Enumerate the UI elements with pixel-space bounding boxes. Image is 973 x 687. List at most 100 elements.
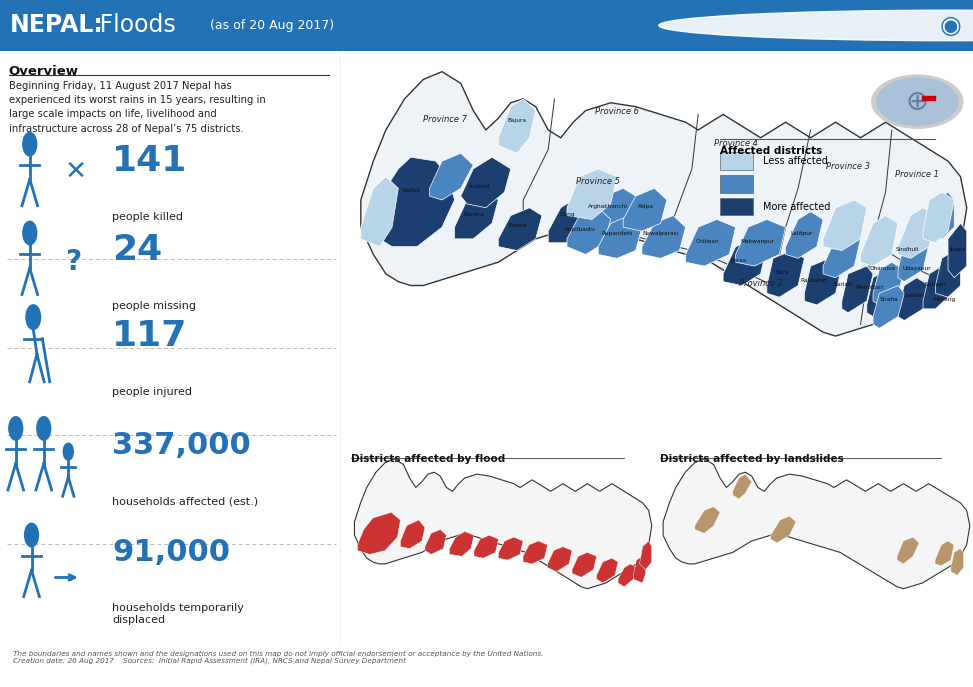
Text: Floods: Floods	[92, 14, 176, 37]
Polygon shape	[723, 239, 767, 286]
Polygon shape	[374, 157, 454, 247]
Polygon shape	[686, 219, 736, 266]
Text: Sunsari: Sunsari	[924, 282, 947, 286]
Polygon shape	[401, 520, 425, 549]
Polygon shape	[929, 192, 955, 239]
Polygon shape	[897, 537, 919, 564]
Text: Makwanpur: Makwanpur	[740, 239, 775, 244]
Text: Bara: Bara	[775, 270, 789, 275]
Polygon shape	[898, 235, 929, 282]
Circle shape	[37, 417, 51, 440]
Text: Province 1: Province 1	[895, 170, 939, 179]
Polygon shape	[842, 266, 873, 313]
Polygon shape	[592, 188, 635, 235]
Circle shape	[659, 10, 973, 41]
Text: ⊕: ⊕	[906, 88, 929, 115]
Bar	[922, 95, 935, 100]
Polygon shape	[695, 506, 720, 533]
Polygon shape	[461, 157, 511, 207]
Polygon shape	[429, 153, 473, 200]
Polygon shape	[548, 547, 572, 572]
Bar	[720, 152, 753, 170]
Polygon shape	[450, 532, 474, 556]
Text: Affected districts: Affected districts	[720, 146, 822, 156]
Text: Dhanusa: Dhanusa	[870, 266, 895, 271]
Text: people killed: people killed	[112, 212, 183, 222]
Text: Saptari: Saptari	[903, 293, 924, 298]
Polygon shape	[498, 207, 542, 251]
Polygon shape	[474, 535, 498, 558]
Polygon shape	[785, 212, 823, 258]
Polygon shape	[354, 459, 652, 589]
Polygon shape	[873, 286, 904, 328]
Circle shape	[9, 417, 22, 440]
Text: households temporarily
displaced: households temporarily displaced	[112, 603, 244, 624]
Text: Province 6: Province 6	[595, 107, 639, 116]
Circle shape	[26, 305, 41, 330]
Polygon shape	[898, 207, 935, 258]
Polygon shape	[664, 459, 970, 589]
Text: Morang: Morang	[934, 297, 955, 302]
Text: Palpa: Palpa	[637, 204, 653, 209]
Polygon shape	[639, 541, 652, 570]
Circle shape	[877, 78, 957, 125]
Text: Sindhuli: Sindhuli	[896, 247, 919, 251]
Circle shape	[22, 133, 37, 156]
Polygon shape	[860, 216, 898, 266]
Text: 337,000: 337,000	[112, 431, 251, 460]
Text: More affected: More affected	[763, 201, 830, 212]
Polygon shape	[767, 251, 805, 297]
Circle shape	[22, 221, 37, 245]
Text: Province 4: Province 4	[713, 139, 758, 148]
Polygon shape	[935, 541, 954, 566]
Text: 141: 141	[112, 144, 188, 178]
Text: Jhapa: Jhapa	[950, 247, 965, 251]
Polygon shape	[642, 216, 686, 258]
Text: Rupandehi: Rupandehi	[601, 231, 632, 236]
Text: Beginning Friday, 11 August 2017 Nepal has
experienced its worst rains in 15 yea: Beginning Friday, 11 August 2017 Nepal h…	[9, 80, 266, 134]
Text: Sarlahi: Sarlahi	[834, 282, 854, 286]
Bar	[720, 174, 753, 192]
Text: Districts affected by landslides: Districts affected by landslides	[660, 454, 844, 464]
Polygon shape	[736, 219, 785, 266]
Polygon shape	[951, 549, 963, 575]
Polygon shape	[771, 516, 796, 543]
Polygon shape	[923, 192, 955, 243]
Text: Province 2: Province 2	[739, 278, 782, 288]
Text: Province 7: Province 7	[423, 115, 467, 124]
Text: Nawalparasi: Nawalparasi	[642, 231, 679, 236]
Polygon shape	[567, 169, 617, 219]
Text: ◉: ◉	[940, 14, 961, 37]
Polygon shape	[873, 262, 904, 305]
Text: Bajura: Bajura	[508, 118, 526, 123]
Polygon shape	[361, 71, 967, 336]
Text: Mahottari: Mahottari	[856, 285, 884, 291]
Polygon shape	[498, 99, 536, 153]
Circle shape	[24, 523, 39, 547]
Polygon shape	[923, 266, 948, 309]
Text: people missing: people missing	[112, 301, 197, 311]
Bar	[720, 198, 753, 216]
Polygon shape	[623, 188, 667, 231]
Polygon shape	[498, 537, 523, 560]
Text: Udayapur: Udayapur	[903, 266, 931, 271]
Text: The boundaries and names shown and the designations used on this map do not impl: The boundaries and names shown and the d…	[13, 651, 543, 664]
Polygon shape	[618, 564, 636, 587]
Text: Chitwan: Chitwan	[696, 239, 719, 244]
Polygon shape	[523, 541, 548, 564]
Text: (as of 20 Aug 2017): (as of 20 Aug 2017)	[206, 19, 335, 32]
Polygon shape	[867, 270, 898, 317]
Text: Lalitpur: Lalitpur	[790, 231, 812, 236]
Text: Districts affected by flood: Districts affected by flood	[351, 454, 506, 464]
Text: Province 3: Province 3	[826, 162, 870, 171]
Text: 117: 117	[112, 319, 188, 354]
Text: Parsa: Parsa	[731, 258, 747, 263]
Polygon shape	[548, 196, 598, 243]
Text: Dang: Dang	[559, 212, 575, 216]
Polygon shape	[898, 278, 929, 321]
Text: Surkhet: Surkhet	[468, 184, 491, 190]
Polygon shape	[935, 251, 960, 297]
Polygon shape	[572, 552, 596, 577]
Polygon shape	[425, 530, 447, 554]
Text: Bardya: Bardya	[463, 212, 484, 216]
